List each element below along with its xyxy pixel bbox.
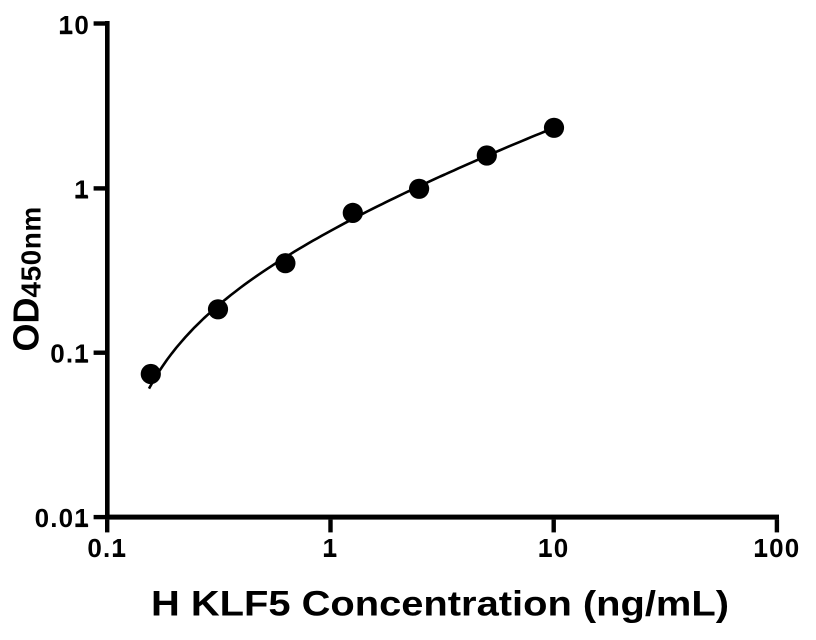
svg-text:1: 1 xyxy=(323,533,339,563)
svg-text:1: 1 xyxy=(74,174,90,204)
svg-text:0.1: 0.1 xyxy=(50,339,90,369)
svg-text:H KLF5 Concentration (ng/mL): H KLF5 Concentration (ng/mL) xyxy=(151,585,729,624)
svg-text:0.01: 0.01 xyxy=(35,503,90,533)
svg-text:0.1: 0.1 xyxy=(87,533,127,563)
svg-text:10: 10 xyxy=(59,10,90,40)
svg-text:10: 10 xyxy=(538,533,569,563)
svg-text:100: 100 xyxy=(753,533,800,563)
